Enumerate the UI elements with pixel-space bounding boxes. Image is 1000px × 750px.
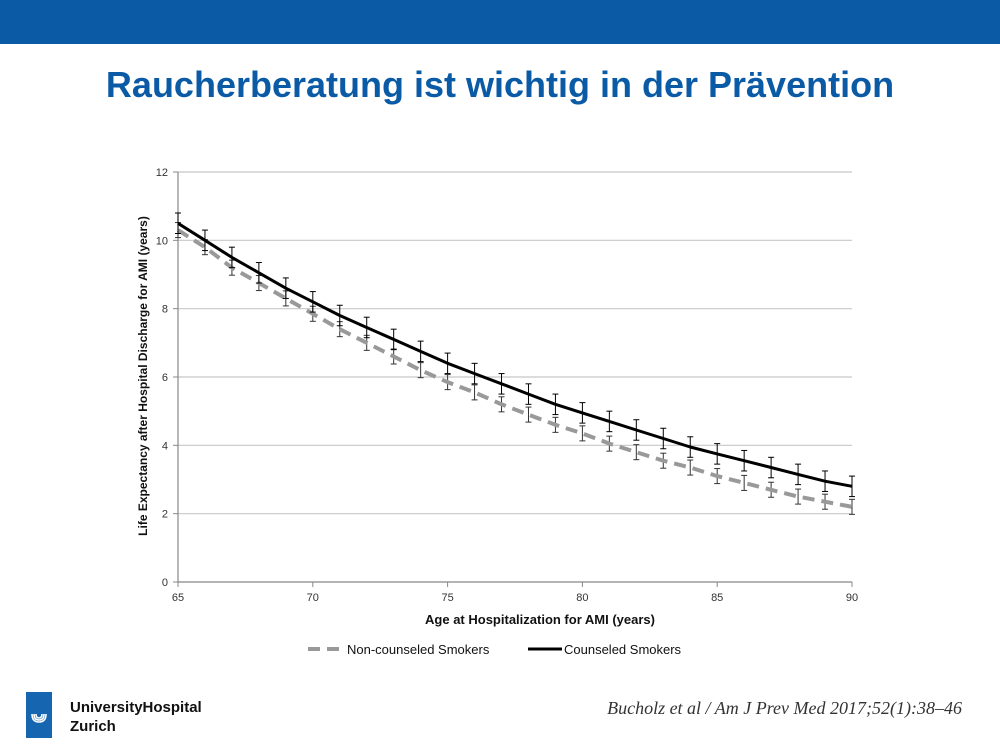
chart-grid (178, 171, 852, 515)
life-expectancy-chart: 0 2 4 6 8 10 12 65 70 75 80 85 90 Non-counseled Smok… (136, 167, 858, 657)
y-axis-label: Life Expectancy after Hospital Discharge… (136, 216, 150, 536)
y-tick-label: 10 (156, 235, 168, 247)
x-tick-label: 70 (307, 592, 319, 604)
series-0 (175, 222, 855, 515)
chart-series (175, 212, 855, 515)
series-line (177, 222, 853, 488)
university-logo-icon (26, 692, 52, 738)
y-tick-label: 12 (156, 167, 168, 179)
institution-line-2: Zurich (70, 718, 116, 735)
y-tick-label: 8 (162, 304, 168, 316)
slide-title: Raucherberatung ist wichtig in der Präve… (105, 64, 895, 105)
x-axis-label: Age at Hospitalization for AMI (years) (425, 612, 655, 627)
x-tick-label: 75 (441, 592, 453, 604)
y-tick-label: 0 (162, 577, 168, 589)
series-line (176, 228, 853, 509)
x-tick-label: 80 (576, 592, 588, 604)
x-tick-label: 85 (711, 592, 723, 604)
chart-legend: Non-counseled Smokers Counseled Smokers (308, 642, 682, 657)
legend-label-0: Non-counseled Smokers (347, 642, 490, 657)
y-tick-label: 6 (162, 372, 168, 384)
top-banner (0, 0, 1000, 44)
legend-label-1: Counseled Smokers (564, 642, 682, 657)
institution-name: UniversityHospital Zurich (70, 698, 202, 736)
institution-line-1: UniversityHospital (70, 699, 202, 716)
x-tick-label: 90 (846, 592, 858, 604)
citation: Bucholz et al / Am J Prev Med 2017;52(1)… (607, 698, 962, 718)
series-1 (175, 212, 855, 498)
chart-axes: 0 2 4 6 8 10 12 65 70 75 80 85 90 (156, 167, 858, 604)
y-tick-label: 4 (162, 440, 168, 452)
y-tick-label: 2 (162, 509, 168, 521)
x-tick-label: 65 (172, 592, 184, 604)
